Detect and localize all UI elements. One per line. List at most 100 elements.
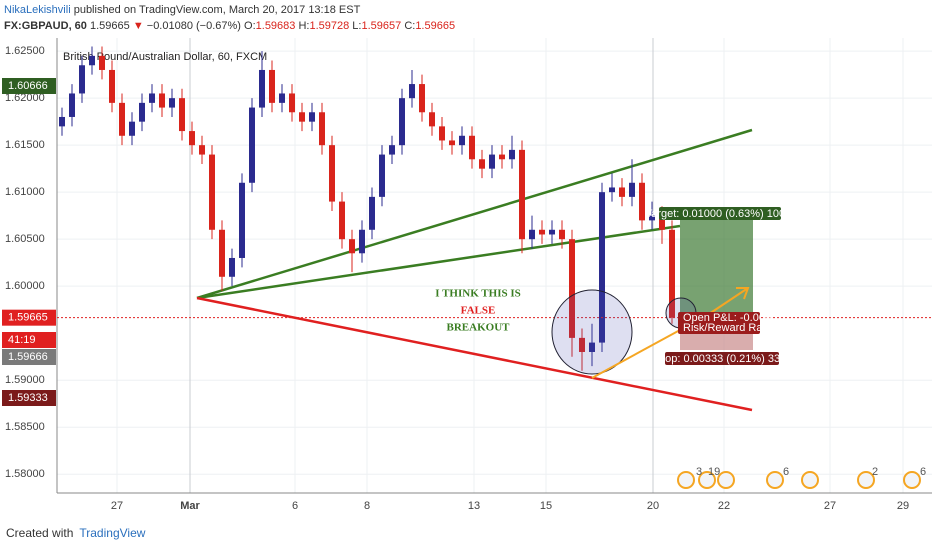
- candle-body: [309, 112, 315, 122]
- price: 1.59665: [89, 20, 130, 32]
- c-label: C:: [404, 20, 416, 32]
- candle-body: [529, 229, 535, 240]
- candle-body: [449, 140, 455, 146]
- event-icon: [717, 471, 735, 489]
- header: NikaLekishvili published on TradingView.…: [4, 2, 455, 34]
- x-tick-label: 8: [364, 500, 370, 512]
- candle-body: [649, 215, 655, 221]
- annotation: FALSE: [461, 305, 496, 317]
- event-count: 6: [783, 466, 789, 478]
- candle-body: [439, 126, 445, 141]
- candle-body: [169, 98, 175, 108]
- header-line: NikaLekishvili published on TradingView.…: [4, 2, 455, 18]
- brand[interactable]: TradingView: [79, 526, 146, 540]
- candle-body: [69, 93, 75, 117]
- event-icon: [903, 471, 921, 489]
- o-label: O:: [244, 20, 256, 32]
- price-badge-bg: [2, 332, 56, 348]
- arrow-head: [736, 287, 750, 300]
- candle-body: [539, 229, 545, 235]
- candle-body: [119, 102, 125, 136]
- candle-body: [219, 229, 225, 277]
- x-tick-label: 20: [647, 500, 659, 512]
- y-tick-label: 1.58500: [5, 421, 45, 433]
- candle-body: [589, 342, 595, 352]
- x-tick-label: 15: [540, 500, 552, 512]
- y-tick-label: 1.59000: [5, 374, 45, 386]
- candle-body: [299, 112, 305, 122]
- candle-body: [249, 107, 255, 183]
- candle-body: [349, 239, 355, 254]
- candle-body: [189, 131, 195, 146]
- x-tick-label: 13: [468, 500, 480, 512]
- candle-body: [369, 196, 375, 230]
- price-badge: 1.59666: [8, 351, 48, 363]
- target-label: Target: 0.01000 (0.63%) 100.0: [646, 208, 795, 220]
- candle-body: [519, 149, 525, 240]
- candle-body: [549, 229, 555, 235]
- event-icon: [677, 471, 695, 489]
- candle-body: [229, 257, 235, 277]
- high: 1.59728: [309, 20, 350, 32]
- candle-body: [559, 229, 565, 240]
- target-label-bg: [659, 207, 781, 220]
- event-icon: [857, 471, 875, 489]
- candle-body: [359, 229, 365, 254]
- author[interactable]: NikaLekishvili: [4, 4, 71, 16]
- chart-title: British Pound/Australian Dollar, 60, FXC…: [63, 51, 267, 63]
- change: −0.01080 (−0.67%): [146, 20, 241, 32]
- candle-body: [329, 145, 335, 202]
- candle-body: [579, 337, 585, 352]
- x-tick-label: Mar: [180, 500, 200, 512]
- candle-body: [279, 93, 285, 103]
- candle-body: [269, 69, 275, 103]
- candle-body: [109, 69, 115, 103]
- candle-body: [339, 201, 345, 240]
- candle-body: [429, 112, 435, 127]
- published: published on TradingView.com, March 20, …: [73, 4, 361, 16]
- arrow: ▼: [132, 20, 144, 32]
- h-label: H:: [298, 20, 310, 32]
- candle-body: [79, 65, 85, 94]
- price-badge-bg: [2, 78, 56, 94]
- candle-body: [379, 154, 385, 197]
- x-tick-label: 29: [897, 500, 909, 512]
- candle-body: [179, 98, 185, 132]
- event-icon: [698, 471, 716, 489]
- candle-body: [639, 182, 645, 221]
- pnl-label-bg: [678, 312, 760, 334]
- candle-body: [569, 239, 575, 338]
- candle-body: [409, 84, 415, 99]
- low: 1.59657: [361, 20, 402, 32]
- stop-label-bg: [665, 352, 779, 365]
- trend-line: [196, 296, 753, 412]
- candle-body: [239, 182, 245, 258]
- candle-body: [89, 55, 95, 66]
- candle-body: [149, 93, 155, 103]
- candle-body: [619, 187, 625, 197]
- candle-body: [669, 229, 675, 318]
- candle-body: [399, 98, 405, 146]
- price-badge-bg: [2, 309, 56, 326]
- candle-body: [59, 116, 65, 127]
- candle-body: [599, 192, 605, 343]
- candle-body: [489, 154, 495, 169]
- open: 1.59683: [255, 20, 296, 32]
- stop-label: Stop: 0.00333 (0.21%) 33.3: [655, 353, 790, 365]
- candle-body: [419, 84, 425, 113]
- candle-body: [389, 145, 395, 155]
- event-count: 3: [696, 466, 702, 478]
- pnl-label: Open P&L: -0.00001: [683, 312, 783, 324]
- chart: 1.62500 1.62000 1.61500 1.61000 1.60500 1.600…: [0, 36, 932, 520]
- event-icon: [766, 471, 784, 489]
- candle-body: [199, 145, 205, 155]
- event-count: 6: [920, 466, 926, 478]
- close: 1.59665: [415, 20, 456, 32]
- target-zone: [680, 220, 753, 318]
- x-tick-label: 6: [292, 500, 298, 512]
- footer: Created with TradingView: [6, 526, 145, 540]
- arrow-line: [591, 329, 681, 379]
- candle-body: [509, 149, 515, 160]
- candle-body: [499, 154, 505, 160]
- chart-bg: [0, 36, 932, 520]
